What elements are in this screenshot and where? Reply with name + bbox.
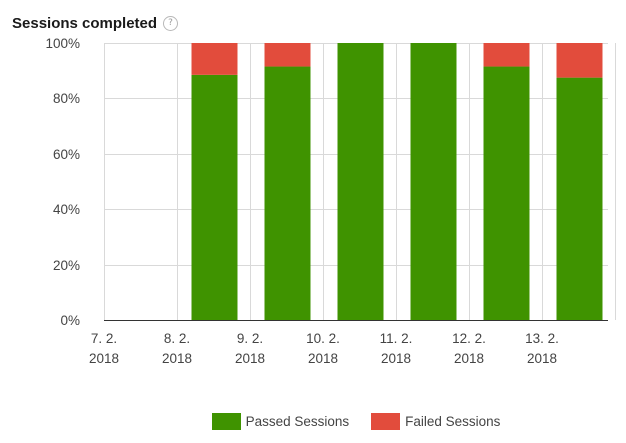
y-tick-label: 40% — [53, 202, 80, 217]
help-icon[interactable]: ? — [163, 15, 179, 31]
bar-passed[interactable] — [483, 66, 530, 320]
legend-item-passed[interactable]: Passed Sessions — [211, 413, 350, 430]
bar-passed[interactable] — [410, 43, 457, 320]
x-tick-label: 2018 — [308, 351, 338, 366]
y-tick-label: 0% — [60, 313, 80, 328]
x-tick-label: 10. 2. — [306, 331, 340, 346]
x-tick-label: 2018 — [381, 351, 411, 366]
x-tick-label: 12. 2. — [452, 331, 486, 346]
chart-title: Sessions completed — [12, 14, 158, 32]
bar-passed[interactable] — [191, 74, 238, 320]
bar-passed[interactable] — [337, 43, 384, 320]
y-tick-label: 80% — [53, 91, 80, 106]
legend-label-failed: Failed Sessions — [405, 414, 501, 429]
x-tick-label: 2018 — [454, 351, 484, 366]
legend-label-passed: Passed Sessions — [245, 414, 350, 429]
legend-swatch-failed — [371, 413, 401, 430]
legend-swatch-passed — [211, 413, 241, 430]
bar-failed[interactable] — [556, 43, 603, 78]
x-tick-label: 2018 — [527, 351, 557, 366]
bar-failed[interactable] — [264, 43, 311, 67]
y-tick-label: 100% — [45, 36, 80, 51]
legend: Passed Sessions Failed Sessions — [0, 413, 626, 430]
x-tick-label: 2018 — [89, 351, 119, 366]
x-tick-label: 9. 2. — [237, 331, 263, 346]
x-tick-label: 7. 2. — [91, 331, 117, 346]
bar-passed[interactable] — [556, 77, 603, 320]
x-tick-label: 8. 2. — [164, 331, 190, 346]
tick-labels: 0% 20% 40% 60% 80% 100% 7. 2. 2018 8. 2. 2018 9. 2… — [45, 36, 558, 366]
x-tick-label: 11. 2. — [380, 331, 413, 346]
x-tick-label: 2018 — [235, 351, 265, 366]
x-tick-label: 2018 — [162, 351, 192, 366]
legend-item-failed[interactable]: Failed Sessions — [371, 413, 500, 430]
sessions-chart: 0% 20% 40% 60% 80% 100% 7. 2. 2018 8. 2. 2018 9. 2… — [45, 36, 616, 366]
y-tick-label: 60% — [53, 147, 80, 162]
bar-failed[interactable] — [191, 43, 238, 75]
bar-passed[interactable] — [264, 66, 311, 320]
y-tick-label: 20% — [53, 258, 80, 273]
x-tick-label: 13. 2. — [525, 331, 559, 346]
chart-header: Sessions completed ? — [12, 12, 179, 34]
bars — [191, 43, 603, 320]
bar-failed[interactable] — [483, 43, 530, 67]
